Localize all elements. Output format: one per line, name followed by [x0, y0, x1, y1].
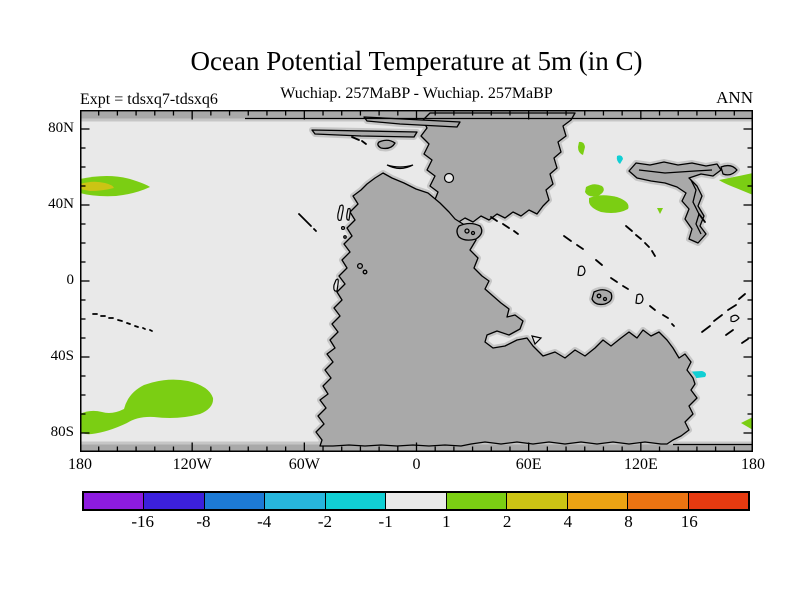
islet-ring	[340, 225, 346, 231]
y-tick-label: 40S	[50, 348, 74, 364]
island-gap-detail	[464, 228, 470, 234]
colorbar-segment	[628, 493, 689, 509]
colorbar-segment	[507, 493, 568, 509]
colorbar-boundary-label: -8	[196, 512, 211, 531]
x-tick-label: 60E	[515, 456, 542, 473]
colorbar	[82, 491, 750, 511]
colorbar-boundary-label: 1	[442, 512, 451, 531]
island-ring	[443, 172, 455, 184]
warm-anomaly-northeast-streak	[719, 173, 753, 195]
island-sliver	[577, 265, 586, 277]
island-sliver	[337, 204, 344, 221]
map-frame	[80, 110, 753, 452]
warm-anomaly-sliver	[578, 141, 585, 155]
islet-ring	[362, 269, 368, 275]
experiment-label: Expt = tdsxq7-tdsxq6	[80, 91, 218, 108]
anomaly-regions	[80, 141, 753, 435]
y-tick-label: 0	[66, 272, 75, 288]
colorbar-boundary-label: -2	[317, 512, 332, 531]
colorbar-boundary-label: -1	[378, 512, 393, 531]
warm-anomaly-northwest	[80, 176, 150, 197]
lake-hole	[531, 335, 543, 346]
warm-anomaly-northwest-core	[80, 181, 114, 191]
warm-anomaly-southeast-corner	[741, 417, 753, 430]
colorbar-segment	[446, 493, 508, 509]
east-landmass-inner-contour	[638, 169, 713, 235]
colorbar-segment	[84, 493, 145, 509]
warm-anomaly-east-lower	[589, 195, 629, 213]
colorbar-segment	[688, 493, 748, 509]
x-tick-label: 60W	[288, 456, 320, 473]
island-east	[591, 289, 613, 306]
x-tick-label: 0	[412, 456, 421, 473]
island-sliver	[333, 278, 339, 292]
warm-anomaly-east-upper	[585, 184, 604, 197]
cold-anomaly-dot	[616, 155, 623, 164]
island-sliver	[730, 314, 740, 323]
warm-anomaly-dot	[657, 208, 663, 214]
contour-dash-segments	[92, 136, 749, 344]
islet-ring	[356, 262, 364, 270]
colorbar-boundary-label: -16	[131, 512, 155, 531]
island-east-detail	[596, 293, 602, 299]
x-tick-label: 120W	[172, 456, 212, 473]
y-tick-label: 80S	[50, 424, 74, 440]
warm-anomaly-southwest	[80, 379, 214, 435]
period-label: Wuchiap. 257MaBP - Wuchiap. 257MaBP	[280, 85, 553, 102]
island-sliver	[346, 207, 351, 221]
x-tick-label: 180	[68, 456, 92, 473]
colorbar-segment	[386, 493, 447, 509]
island-gap-detail	[470, 230, 476, 236]
colorbar-boundary-label: 8	[624, 512, 633, 531]
island-arc	[386, 164, 414, 170]
colorbar-segment	[144, 493, 205, 509]
landmasses	[80, 112, 753, 452]
colorbar-segment	[325, 493, 387, 509]
page-title: Ocean Potential Temperature at 5m (in C)	[190, 46, 643, 76]
map-panel	[80, 110, 753, 452]
x-tick-label: 180	[741, 456, 765, 473]
colorbar-boundary-label: 2	[502, 512, 512, 531]
colorbar-segments	[84, 493, 748, 509]
islet-ring	[343, 235, 347, 239]
y-tick-label: 80N	[48, 120, 74, 136]
island-sliver	[635, 293, 644, 305]
axis-ticks	[80, 110, 753, 452]
colorbar-boundary-label: 16	[680, 512, 698, 531]
small-islands-and-lakes	[333, 164, 740, 346]
colorbar-boundary-label: 4	[563, 512, 573, 531]
colorbar-boundary-label: -4	[257, 512, 272, 531]
x-tick-label: 120E	[623, 456, 658, 473]
colorbar-segment	[204, 493, 266, 509]
colorbar-segment	[567, 493, 629, 509]
season-label: ANN	[716, 88, 753, 107]
island-east-detail	[602, 296, 608, 302]
colorbar-segment	[265, 493, 326, 509]
y-tick-label: 40N	[48, 196, 74, 212]
